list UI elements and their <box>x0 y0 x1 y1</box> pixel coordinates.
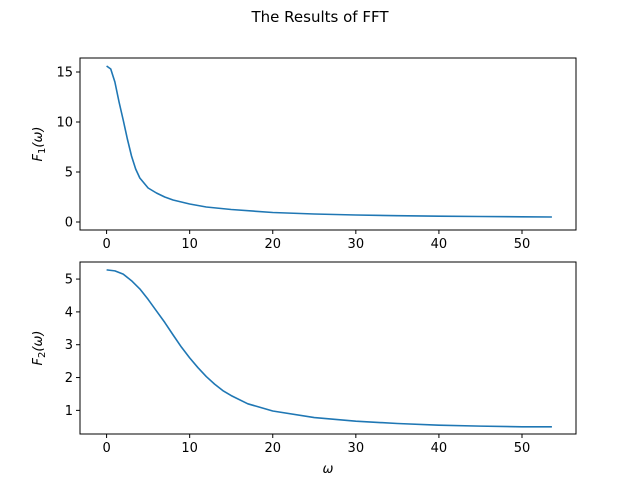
subplot-top-series-line <box>106 65 552 218</box>
subplot-top-ylabel-main: F <box>31 153 46 161</box>
subplot-bottom-xtick-label: 50 <box>514 441 531 456</box>
subplot-top-ytick-label: 15 <box>56 66 73 81</box>
subplot-bottom-series-line <box>106 269 552 428</box>
subplot-top-ytick-label: 10 <box>56 116 73 131</box>
subplot-top-ylabel-sub: 1 <box>37 148 48 154</box>
subplot-bottom-ylabel-sub: 2 <box>37 352 48 358</box>
subplot-bottom-yticks: 1 2 3 4 5 <box>65 273 80 419</box>
subplot-top-ylabel-rest: (ω) <box>31 127 46 148</box>
subplot-top-ytick-label: 0 <box>65 216 73 231</box>
figure-title: The Results of FFT <box>251 8 390 26</box>
subplot-top-yticks: 0 5 10 15 <box>56 66 80 231</box>
subplot-bottom-xtick-label: 40 <box>431 441 448 456</box>
subplot-bottom-xtick-label: 20 <box>264 441 281 456</box>
subplot-top-xtick-label: 30 <box>348 237 365 252</box>
subplot-top-ytick-label: 5 <box>65 166 73 181</box>
subplot-bottom-xticks: 0 10 20 30 40 50 <box>102 434 530 456</box>
subplot-bottom-xtick-label: 10 <box>181 441 198 456</box>
subplot-bottom-ylabel-rest: (ω) <box>31 331 46 352</box>
subplot-bottom-ytick-label: 2 <box>65 371 73 386</box>
subplot-top-xticks: 0 10 20 30 40 50 <box>102 230 530 252</box>
subplot-top-ylabel: F1(ω) <box>31 127 48 162</box>
subplot-top-xtick-label: 50 <box>514 237 531 252</box>
subplot-bottom-xlabel: ω <box>323 462 334 477</box>
subplot-bottom-frame <box>79 261 577 435</box>
subplot-top-xtick-label: 0 <box>102 237 110 252</box>
subplot-bottom-xtick-label: 30 <box>348 441 365 456</box>
subplot-bottom-ylabel-main: F <box>31 357 46 365</box>
subplot-bottom-ylabel: F2(ω) <box>31 331 48 366</box>
subplot-top-xtick-label: 40 <box>431 237 448 252</box>
subplot-bottom-xtick-label: 0 <box>102 441 110 456</box>
subplot-bottom-ytick-label: 4 <box>65 305 73 320</box>
subplot-top: 0 5 10 15 0 10 20 30 40 50 F1(ω) <box>31 57 577 252</box>
subplot-bottom-ytick-label: 1 <box>65 404 73 419</box>
subplot-bottom-ytick-label: 3 <box>65 338 73 353</box>
subplot-top-xtick-label: 10 <box>181 237 198 252</box>
subplot-bottom-ytick-label: 5 <box>65 273 73 288</box>
subplot-top-xtick-label: 20 <box>264 237 281 252</box>
subplot-top-frame <box>79 57 577 231</box>
